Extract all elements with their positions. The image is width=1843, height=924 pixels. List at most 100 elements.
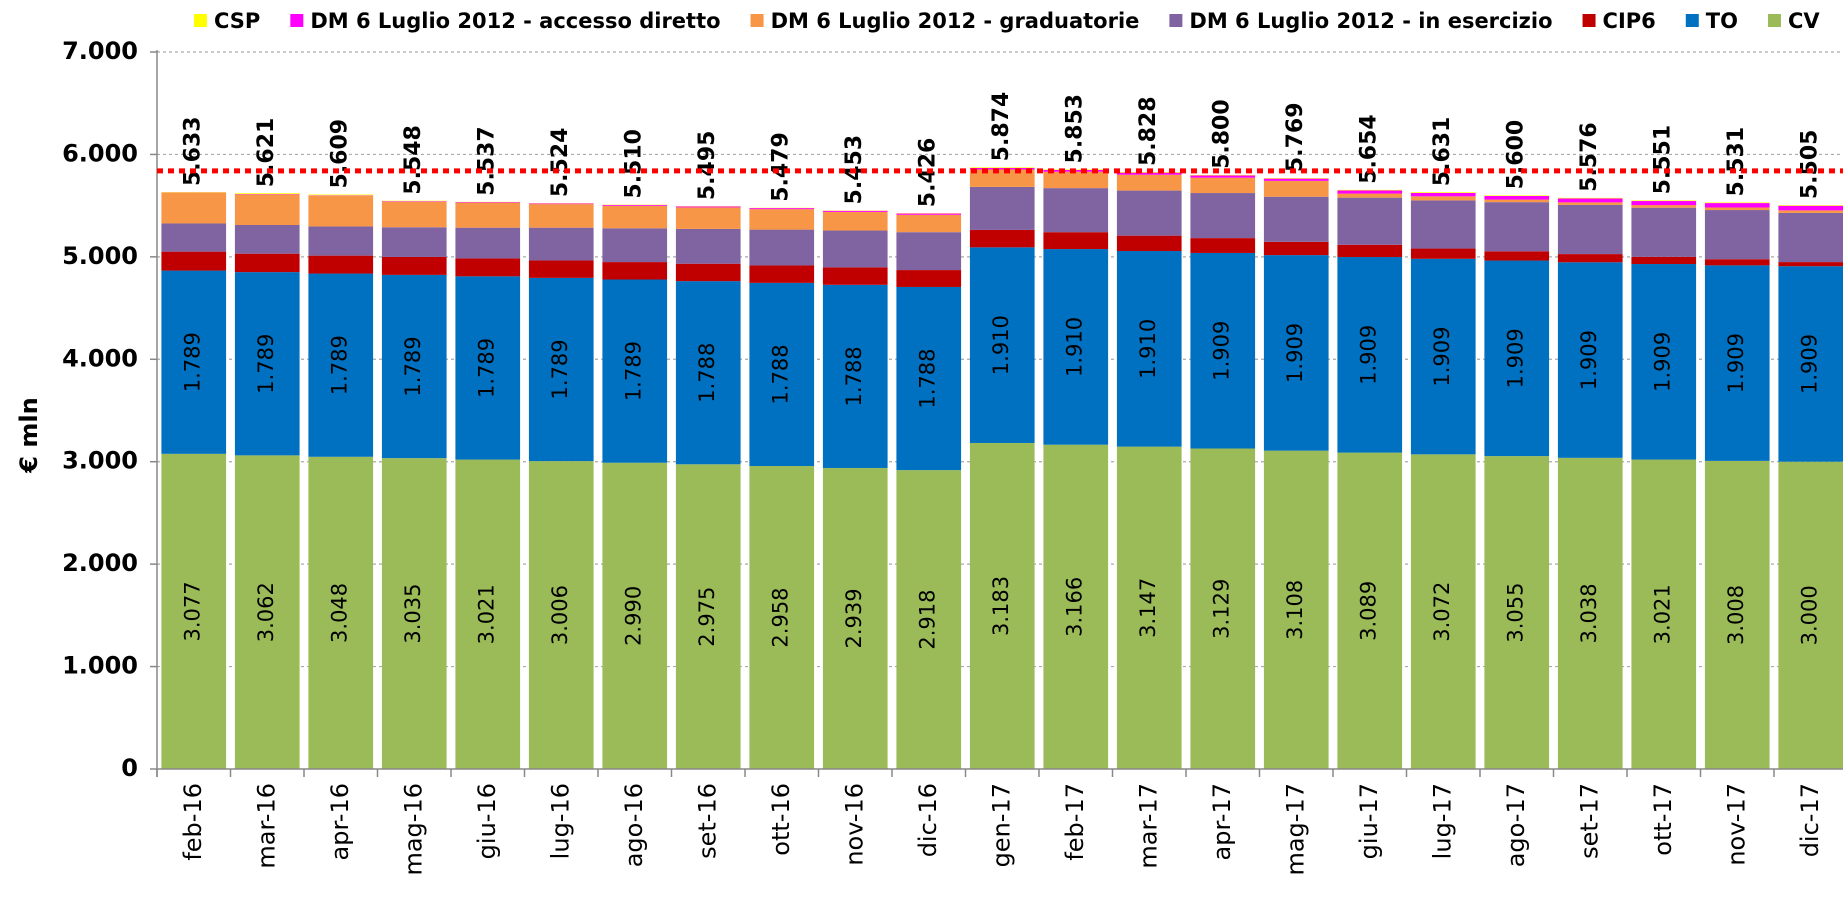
bar-segment xyxy=(1263,178,1329,181)
bar-segment xyxy=(455,276,521,460)
bar-segment xyxy=(1337,452,1403,769)
bar-segment xyxy=(1704,259,1770,266)
bar-segment xyxy=(1190,177,1256,194)
bar-segment xyxy=(602,228,668,263)
bar-segment xyxy=(161,251,227,271)
bar-segment xyxy=(822,467,888,769)
bar-segment xyxy=(381,201,447,228)
total-label: 5.769 xyxy=(1283,102,1308,172)
bar-segment xyxy=(1484,199,1550,203)
bar-segment xyxy=(1190,238,1256,253)
value-label: 1.788 xyxy=(769,344,793,404)
legend-label: CIP6 xyxy=(1603,9,1656,33)
y-tick-label: 0 xyxy=(121,754,138,782)
bar-segment xyxy=(1557,254,1623,263)
bar-segment xyxy=(455,202,521,228)
bar-segment xyxy=(381,227,447,257)
value-label: 1.910 xyxy=(989,315,1013,375)
bar-segment xyxy=(1043,171,1109,189)
bar-segment xyxy=(1116,446,1182,769)
legend-swatch xyxy=(290,14,304,27)
total-label: 5.505 xyxy=(1798,130,1823,200)
bar-segment xyxy=(749,466,815,769)
bar-segment xyxy=(749,208,815,210)
bar-segment xyxy=(1631,207,1697,257)
value-label: 3.021 xyxy=(1651,584,1675,644)
x-tick-label: apr-17 xyxy=(1208,783,1236,860)
total-label: 5.631 xyxy=(1430,117,1455,187)
bar-segment xyxy=(1190,448,1256,769)
bar-segment xyxy=(1484,260,1550,457)
bar-segment xyxy=(749,265,815,283)
bar-segment xyxy=(1631,264,1697,460)
bar-segment xyxy=(308,255,374,274)
value-label: 3.072 xyxy=(1430,582,1454,642)
bar-segment xyxy=(1116,174,1182,191)
bar-segment xyxy=(308,456,374,769)
x-tick-label: nov-17 xyxy=(1722,783,1750,866)
bar-segment xyxy=(381,256,447,275)
value-label: 1.910 xyxy=(1136,319,1160,379)
bar-segment xyxy=(822,230,888,268)
value-label: 3.183 xyxy=(989,576,1013,636)
value-label: 2.958 xyxy=(769,587,793,647)
bar-segment xyxy=(675,206,741,208)
bar-segment xyxy=(161,453,227,769)
bar-segment xyxy=(1704,265,1770,461)
value-label: 3.000 xyxy=(1798,585,1822,645)
x-tick-label: mag-17 xyxy=(1281,783,1309,876)
bar-segment xyxy=(1778,262,1843,267)
bar-segment xyxy=(1557,457,1623,769)
bar-segment xyxy=(969,247,1035,443)
bar-segment xyxy=(1410,454,1476,769)
total-label: 5.874 xyxy=(989,92,1014,162)
bar-segment xyxy=(1484,251,1550,261)
bar-segment xyxy=(969,167,1035,168)
x-tick-label: gen-17 xyxy=(987,783,1015,867)
legend-label: DM 6 Luglio 2012 - graduatorie xyxy=(771,9,1140,33)
bar-segment xyxy=(1410,192,1476,193)
bar-segment xyxy=(1778,266,1843,462)
bar-segment xyxy=(1704,202,1770,204)
bar-segment xyxy=(969,186,1035,230)
bar-segment xyxy=(528,204,594,228)
value-label: 3.055 xyxy=(1504,582,1528,642)
bar-segment xyxy=(1557,197,1623,199)
bar-segment xyxy=(1704,203,1770,208)
x-tick-label: ago-16 xyxy=(620,783,648,867)
bar-segment xyxy=(381,274,447,459)
value-label: 3.166 xyxy=(1063,577,1087,637)
x-tick-label: mar-16 xyxy=(252,783,280,869)
bar-segment xyxy=(234,225,300,254)
bar-segment xyxy=(161,270,227,454)
bar-segment xyxy=(1778,210,1843,213)
x-tick-label: apr-16 xyxy=(326,783,354,860)
x-tick-label: feb-16 xyxy=(179,783,207,861)
bar-segment xyxy=(161,192,227,224)
bar-segment xyxy=(1484,456,1550,769)
x-tick-label: ott-16 xyxy=(767,783,795,856)
value-label: 3.021 xyxy=(475,584,499,644)
value-label: 3.147 xyxy=(1136,578,1160,638)
value-label: 3.062 xyxy=(254,582,278,642)
total-label: 5.510 xyxy=(622,129,647,199)
bar-segment xyxy=(1410,258,1476,455)
bar-segment xyxy=(1778,205,1843,211)
bar-segment xyxy=(1410,200,1476,249)
total-label: 5.479 xyxy=(769,132,794,202)
bar-segment xyxy=(1631,205,1697,208)
bar-segment xyxy=(675,464,741,769)
value-label: 1.909 xyxy=(1210,321,1234,381)
bar-segment xyxy=(602,205,668,229)
bar-segment xyxy=(1263,196,1329,242)
x-tick-label: ago-17 xyxy=(1502,783,1530,867)
bar-segment xyxy=(675,263,741,282)
bar-segment xyxy=(308,195,374,227)
value-label: 3.006 xyxy=(548,585,572,645)
bar-segment xyxy=(455,459,521,769)
bar-segment xyxy=(161,192,227,193)
total-label: 5.524 xyxy=(548,128,573,198)
bar-segment xyxy=(1337,244,1403,258)
total-label: 5.548 xyxy=(401,125,426,195)
bar-segment xyxy=(749,282,815,467)
